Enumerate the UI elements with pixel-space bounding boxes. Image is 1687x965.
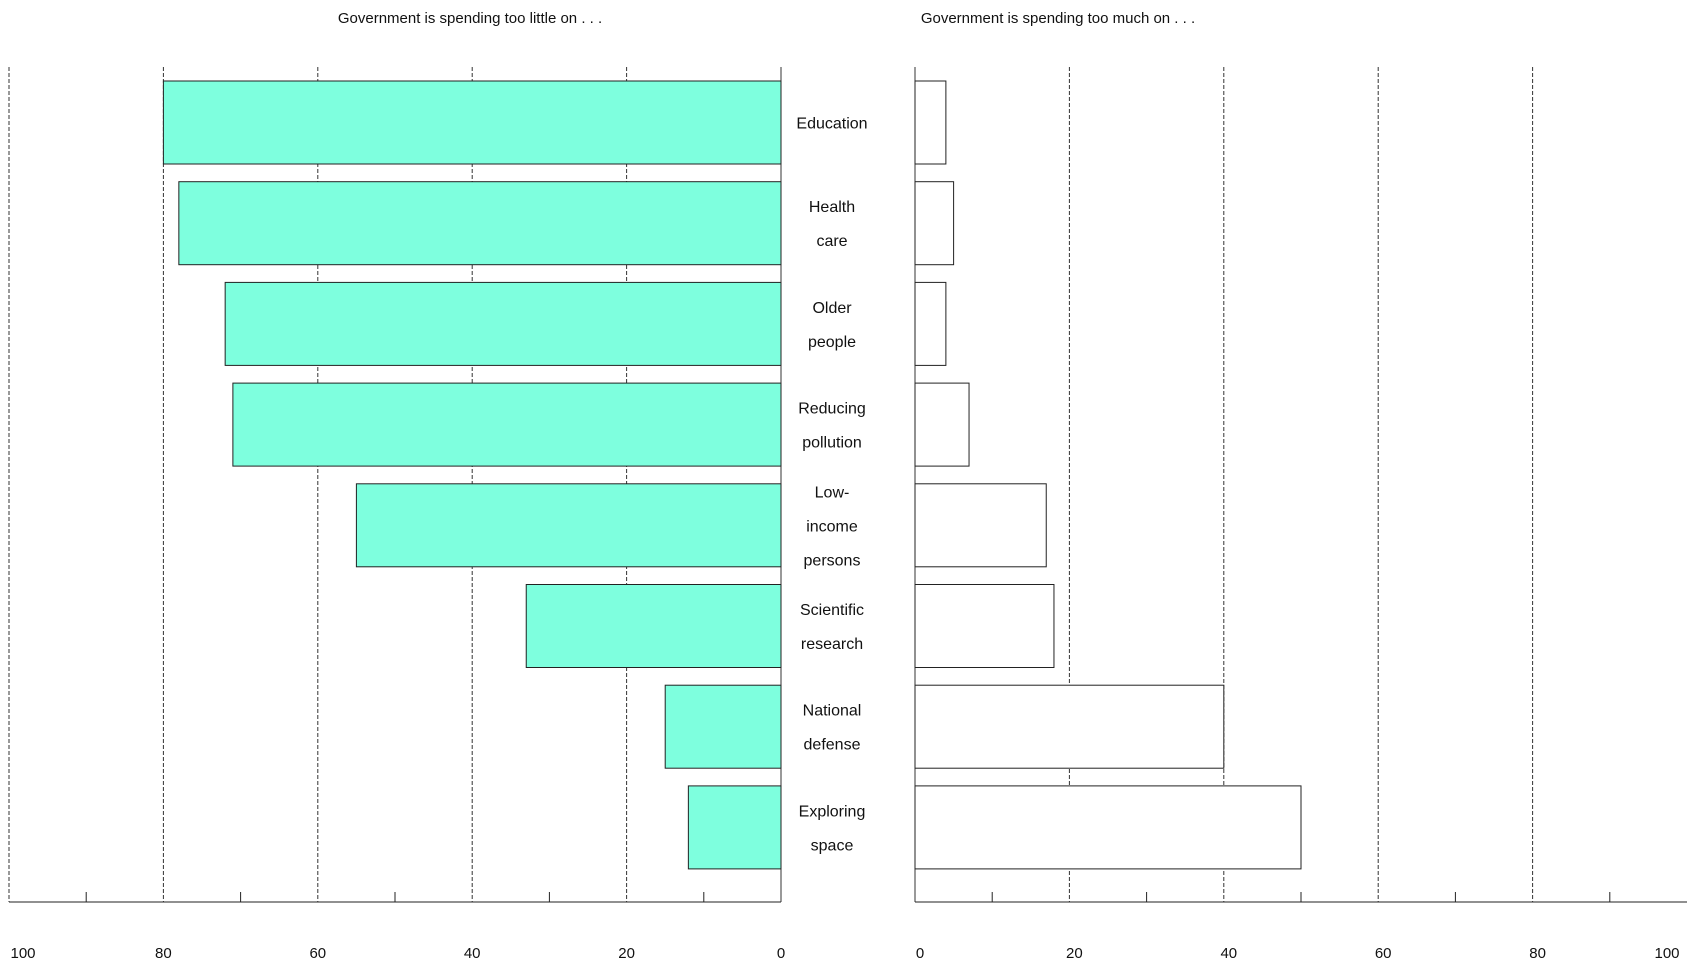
right-bar xyxy=(914,382,970,467)
left-bar xyxy=(232,382,782,467)
right-bar xyxy=(914,584,1055,668)
category-label: Scientific xyxy=(800,602,864,619)
left-bar xyxy=(687,785,782,870)
category-label: Low- xyxy=(815,484,850,501)
left-bar xyxy=(224,281,782,366)
right-bar xyxy=(914,483,1047,568)
left-tick-label: 0 xyxy=(777,945,785,962)
left-tick-label: 40 xyxy=(464,945,481,962)
left-bar xyxy=(355,483,782,568)
right-tick-label: 100 xyxy=(1654,945,1679,962)
right-tick-label: 60 xyxy=(1375,945,1392,962)
left-panel-title: Government is spending too little on . .… xyxy=(338,10,602,27)
category-label: persons xyxy=(804,552,861,569)
right-tick-label: 40 xyxy=(1220,945,1237,962)
category-label: Health xyxy=(809,199,855,216)
category-label: Exploring xyxy=(799,803,866,820)
left-bar xyxy=(664,684,782,769)
right-bar xyxy=(914,181,955,266)
right-tick-label: 20 xyxy=(1066,945,1083,962)
category-label: income xyxy=(806,518,858,535)
left-bar xyxy=(178,181,782,266)
category-label: space xyxy=(811,837,854,854)
left-tick-label: 80 xyxy=(155,945,172,962)
right-bar xyxy=(914,785,1302,870)
right-bar xyxy=(914,281,947,366)
right-panel-title: Government is spending too much on . . . xyxy=(921,10,1195,27)
left-bar xyxy=(525,584,782,668)
bar-layer xyxy=(162,80,1302,870)
label-layer: Government is spending too little on . .… xyxy=(10,10,1679,962)
category-label: care xyxy=(816,233,847,250)
category-label: Older xyxy=(812,300,852,317)
category-label: defense xyxy=(804,737,861,754)
left-bar xyxy=(162,80,782,165)
right-bar xyxy=(914,684,1225,769)
right-tick-label: 0 xyxy=(916,945,924,962)
category-label: Education xyxy=(796,116,867,133)
right-tick-label: 80 xyxy=(1529,945,1546,962)
right-bar xyxy=(914,80,947,165)
axis-layer xyxy=(9,892,1687,903)
category-label: National xyxy=(803,703,862,720)
left-tick-label: 60 xyxy=(309,945,326,962)
category-label: pollution xyxy=(802,435,862,452)
category-label: people xyxy=(808,334,856,351)
left-tick-label: 20 xyxy=(618,945,635,962)
left-tick-label: 100 xyxy=(10,945,35,962)
category-label: research xyxy=(801,636,863,653)
category-label: Reducing xyxy=(798,401,866,418)
